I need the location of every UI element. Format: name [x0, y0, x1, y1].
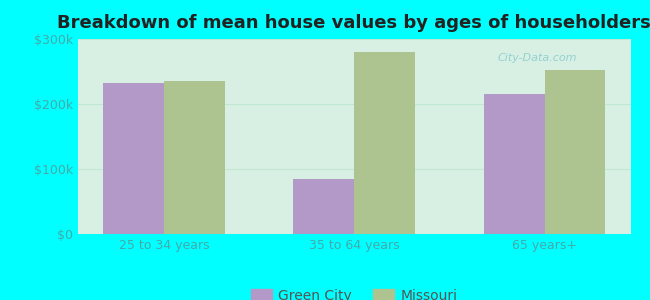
Bar — [484, 94, 545, 234]
Bar — [293, 179, 354, 234]
Text: City-Data.com: City-Data.com — [498, 52, 577, 63]
Legend: Green City, Missouri: Green City, Missouri — [245, 284, 463, 300]
Bar — [354, 52, 415, 234]
Bar — [545, 70, 605, 234]
Title: Breakdown of mean house values by ages of householders: Breakdown of mean house values by ages o… — [57, 14, 650, 32]
Bar — [164, 81, 225, 234]
Bar — [103, 83, 164, 234]
